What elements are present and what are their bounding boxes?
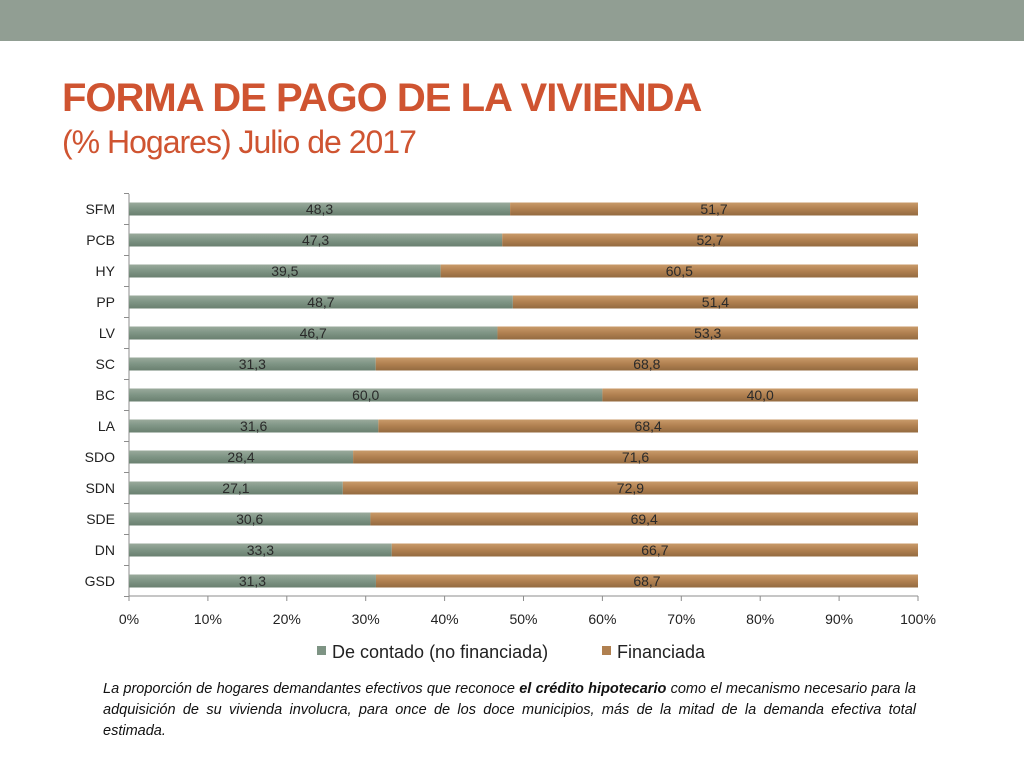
x-tick-label: 50% bbox=[509, 611, 537, 627]
x-tick-label: 20% bbox=[273, 611, 301, 627]
value-label-contado-sde: 30,6 bbox=[236, 511, 263, 527]
category-label-dn: DN bbox=[95, 542, 115, 558]
bar-contado-gsd bbox=[129, 574, 376, 588]
value-label-contado-sc: 31,3 bbox=[239, 356, 266, 372]
footnote-part-2: como el mecanismo necesario para la adqu… bbox=[103, 681, 916, 739]
bar-contado-pp bbox=[129, 295, 513, 309]
x-tick-label: 90% bbox=[825, 611, 853, 627]
x-tick-label: 10% bbox=[194, 611, 222, 627]
page-title: FORMA DE PAGO DE LA VIVIENDA bbox=[62, 76, 702, 120]
bar-financiada-sdo bbox=[353, 450, 918, 464]
legend-item-contado-swatch bbox=[317, 646, 326, 655]
category-label-pcb: PCB bbox=[86, 232, 115, 248]
bar-financiada-pcb bbox=[502, 233, 918, 247]
bar-financiada-sc bbox=[375, 357, 918, 371]
bar-contado-la bbox=[129, 419, 379, 433]
bar-contado-lv bbox=[129, 326, 498, 340]
bar-financiada-bc bbox=[602, 388, 918, 402]
value-label-contado-la: 31,6 bbox=[240, 418, 267, 434]
bar-financiada-lv bbox=[497, 326, 918, 340]
value-label-financiada-bc: 40,0 bbox=[747, 387, 774, 403]
bar-financiada-dn bbox=[391, 543, 918, 557]
category-label-sdn: SDN bbox=[85, 480, 115, 496]
bar-financiada-sdn bbox=[342, 481, 919, 495]
bar-financiada-sfm bbox=[510, 202, 918, 216]
bar-financiada-gsd bbox=[375, 574, 918, 588]
footnote-part-1: La proporción de hogares demandantes efe… bbox=[103, 681, 520, 697]
value-label-financiada-sde: 69,4 bbox=[631, 511, 658, 527]
value-label-contado-bc: 60,0 bbox=[352, 387, 379, 403]
footnote: La proporción de hogares demandantes efe… bbox=[103, 679, 916, 742]
footnote-bold: el crédito hipotecario bbox=[519, 681, 667, 697]
bar-financiada-hy bbox=[440, 264, 918, 278]
value-label-financiada-dn: 66,7 bbox=[641, 542, 668, 558]
value-label-contado-sdo: 28,4 bbox=[227, 449, 254, 465]
category-label-hy: HY bbox=[96, 263, 116, 279]
category-label-pp: PP bbox=[96, 294, 115, 310]
chart-legend: De contado (no financiada) Financiada bbox=[317, 642, 706, 662]
bar-contado-sc bbox=[129, 357, 376, 371]
x-tick-label: 80% bbox=[746, 611, 774, 627]
value-label-contado-sdn: 27,1 bbox=[222, 480, 249, 496]
value-label-financiada-sdn: 72,9 bbox=[617, 480, 644, 496]
bar-contado-sdn bbox=[129, 481, 343, 495]
top-band bbox=[0, 0, 1024, 41]
x-tick-label: 30% bbox=[352, 611, 380, 627]
category-label-sc: SC bbox=[96, 356, 115, 372]
chart-bars: 48,3 51,7 47,3 52,7 39,5 60,5 48,7 51,4 46,7 53,3… bbox=[129, 201, 919, 589]
category-label-lv: LV bbox=[99, 325, 116, 341]
category-label-sde: SDE bbox=[86, 511, 115, 527]
category-label-la: LA bbox=[98, 418, 116, 434]
value-label-financiada-pcb: 52,7 bbox=[696, 232, 723, 248]
x-tick-label: 100% bbox=[900, 611, 936, 627]
category-label-gsd: GSD bbox=[85, 573, 115, 589]
value-label-financiada-pp: 51,4 bbox=[702, 294, 729, 310]
bar-financiada-sde bbox=[370, 512, 919, 526]
value-label-contado-gsd: 31,3 bbox=[239, 573, 266, 589]
x-tick-label: 60% bbox=[588, 611, 616, 627]
category-label-sdo: SDO bbox=[85, 449, 115, 465]
bar-financiada-la bbox=[378, 419, 919, 433]
legend-item-financiada-label: Financiada bbox=[617, 642, 706, 662]
value-label-contado-lv: 46,7 bbox=[300, 325, 327, 341]
x-tick-label: 0% bbox=[119, 611, 139, 627]
value-label-financiada-la: 68,4 bbox=[635, 418, 662, 434]
legend-item-contado-label: De contado (no financiada) bbox=[332, 642, 548, 662]
x-tick-label: 70% bbox=[667, 611, 695, 627]
value-label-contado-hy: 39,5 bbox=[271, 263, 298, 279]
value-label-contado-sfm: 48,3 bbox=[306, 201, 333, 217]
category-label-bc: BC bbox=[96, 387, 115, 403]
x-tick-label: 40% bbox=[431, 611, 459, 627]
bar-contado-hy bbox=[129, 264, 441, 278]
bar-contado-sde bbox=[129, 512, 371, 526]
value-label-financiada-gsd: 68,7 bbox=[633, 573, 660, 589]
value-label-contado-dn: 33,3 bbox=[247, 542, 274, 558]
value-label-financiada-sc: 68,8 bbox=[633, 356, 660, 372]
page-subtitle: (% Hogares) Julio de 2017 bbox=[62, 124, 417, 160]
legend-item-financiada-swatch bbox=[602, 646, 611, 655]
bar-contado-sdo bbox=[129, 450, 354, 464]
bar-contado-pcb bbox=[129, 233, 503, 247]
value-label-contado-pcb: 47,3 bbox=[302, 232, 329, 248]
bar-contado-sfm bbox=[129, 202, 511, 216]
bar-contado-bc bbox=[129, 388, 603, 402]
category-label-sfm: SFM bbox=[85, 201, 115, 217]
value-label-contado-pp: 48,7 bbox=[307, 294, 334, 310]
bar-contado-dn bbox=[129, 543, 392, 557]
value-label-financiada-lv: 53,3 bbox=[694, 325, 721, 341]
value-label-financiada-sdo: 71,6 bbox=[622, 449, 649, 465]
value-label-financiada-sfm: 51,7 bbox=[700, 201, 727, 217]
chart-axes: 0% 10% 20% 30% 40% 50% 60% 70% 80% 90% 100% SFM PCB H… bbox=[85, 193, 936, 627]
value-label-financiada-hy: 60,5 bbox=[666, 263, 693, 279]
bar-financiada-pp bbox=[512, 295, 918, 309]
